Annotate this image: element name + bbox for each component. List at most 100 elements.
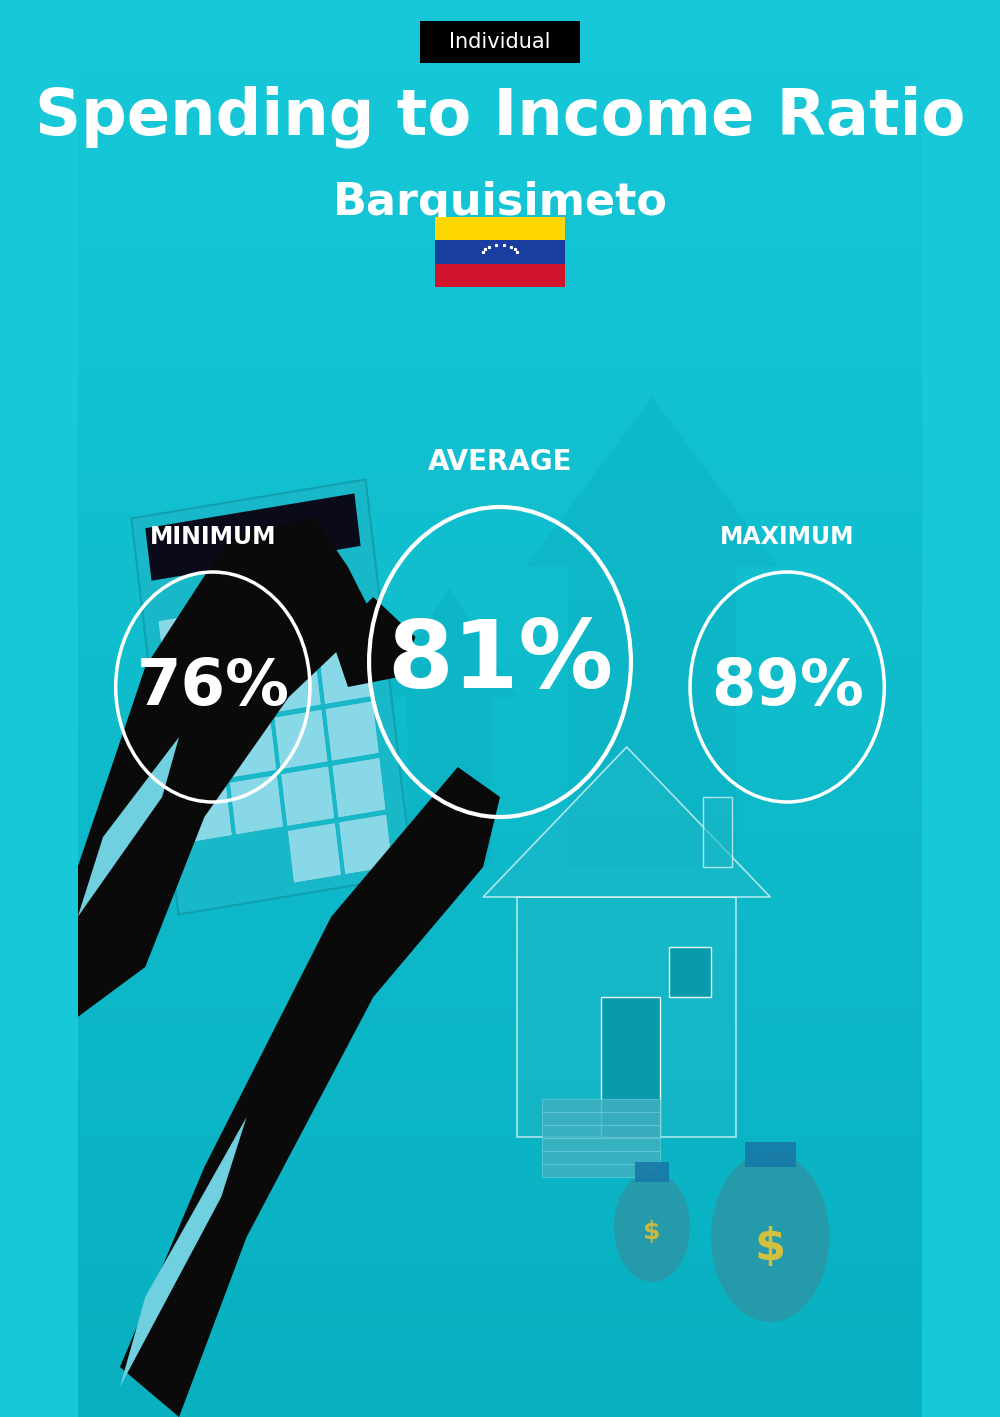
Bar [78, 125, 922, 142]
Polygon shape [333, 758, 385, 816]
Bar [78, 514, 922, 531]
Text: MAXIMUM: MAXIMUM [720, 526, 854, 548]
Bar [78, 1169, 922, 1187]
Bar [703, 796, 732, 867]
Bar [435, 217, 565, 241]
Bar [78, 1221, 922, 1240]
Text: Spending to Income Ratio: Spending to Income Ratio [35, 86, 965, 149]
Text: 81%: 81% [387, 616, 613, 708]
Text: 76%: 76% [136, 656, 289, 718]
Polygon shape [261, 597, 314, 655]
Bar [78, 390, 922, 408]
Bar [601, 998, 660, 1136]
Bar [78, 71, 922, 89]
Bar [78, 796, 922, 815]
Text: Individual: Individual [449, 33, 551, 52]
Polygon shape [120, 1117, 247, 1387]
Bar [542, 1125, 660, 1138]
Polygon shape [179, 784, 231, 843]
Bar [78, 567, 922, 584]
Polygon shape [166, 670, 218, 728]
Bar [435, 264, 565, 288]
Polygon shape [525, 397, 779, 867]
Bar [78, 160, 922, 177]
Polygon shape [120, 767, 500, 1417]
Bar [78, 744, 922, 762]
Bar [78, 213, 922, 230]
Bar [78, 1400, 922, 1417]
Polygon shape [224, 718, 276, 777]
Bar [78, 762, 922, 779]
Bar [78, 779, 922, 796]
Bar [78, 1187, 922, 1204]
Bar [78, 1275, 922, 1292]
Text: 89%: 89% [711, 656, 864, 718]
Bar [78, 992, 922, 1010]
Bar [78, 550, 922, 567]
Polygon shape [268, 653, 320, 711]
Bar [78, 1363, 922, 1382]
Bar [78, 142, 922, 160]
Polygon shape [230, 775, 283, 835]
Bar [78, 1080, 922, 1098]
Bar [542, 1138, 660, 1151]
Bar [78, 283, 922, 302]
Bar [78, 1046, 922, 1063]
Bar [78, 408, 922, 425]
Polygon shape [159, 614, 211, 672]
Text: MINIMUM: MINIMUM [150, 526, 276, 548]
Bar [78, 867, 922, 886]
Bar [78, 850, 922, 867]
Bar [78, 17, 922, 35]
Polygon shape [340, 815, 392, 874]
Bar [78, 602, 922, 621]
Bar [78, 1329, 922, 1346]
Bar [78, 373, 922, 390]
Polygon shape [78, 737, 179, 917]
Polygon shape [145, 493, 361, 581]
Bar [78, 1240, 922, 1258]
Bar [542, 1163, 660, 1178]
Polygon shape [78, 517, 373, 1017]
Bar [78, 196, 922, 213]
Bar [78, 1134, 922, 1151]
Bar [78, 461, 922, 479]
Bar [78, 815, 922, 833]
Bar [78, 1009, 922, 1027]
Bar [78, 1098, 922, 1117]
Polygon shape [288, 823, 341, 883]
Bar [78, 904, 922, 921]
Polygon shape [210, 605, 262, 663]
Bar [669, 947, 711, 998]
Bar [78, 266, 922, 283]
Bar [78, 425, 922, 442]
Bar [78, 1294, 922, 1311]
Bar [78, 1027, 922, 1046]
Polygon shape [382, 587, 517, 867]
Bar [78, 727, 922, 744]
Polygon shape [131, 479, 413, 914]
Bar [435, 241, 565, 264]
Bar [78, 88, 922, 106]
Bar [542, 1112, 660, 1125]
Bar [78, 354, 922, 373]
Bar [78, 921, 922, 939]
Polygon shape [517, 897, 736, 1136]
Bar [78, 1117, 922, 1134]
Bar [78, 585, 922, 602]
Bar [78, 833, 922, 850]
Text: $: $ [755, 1226, 786, 1268]
Bar [78, 1346, 922, 1363]
Bar [78, 177, 922, 196]
Bar [78, 1204, 922, 1221]
Bar [78, 0, 922, 18]
Bar [78, 531, 922, 550]
Polygon shape [483, 747, 770, 897]
Polygon shape [313, 588, 365, 646]
Bar [542, 1151, 660, 1163]
Bar [78, 1063, 922, 1080]
Bar [78, 479, 922, 496]
Ellipse shape [614, 1172, 690, 1282]
Bar [78, 1151, 922, 1169]
Bar [542, 1100, 660, 1112]
